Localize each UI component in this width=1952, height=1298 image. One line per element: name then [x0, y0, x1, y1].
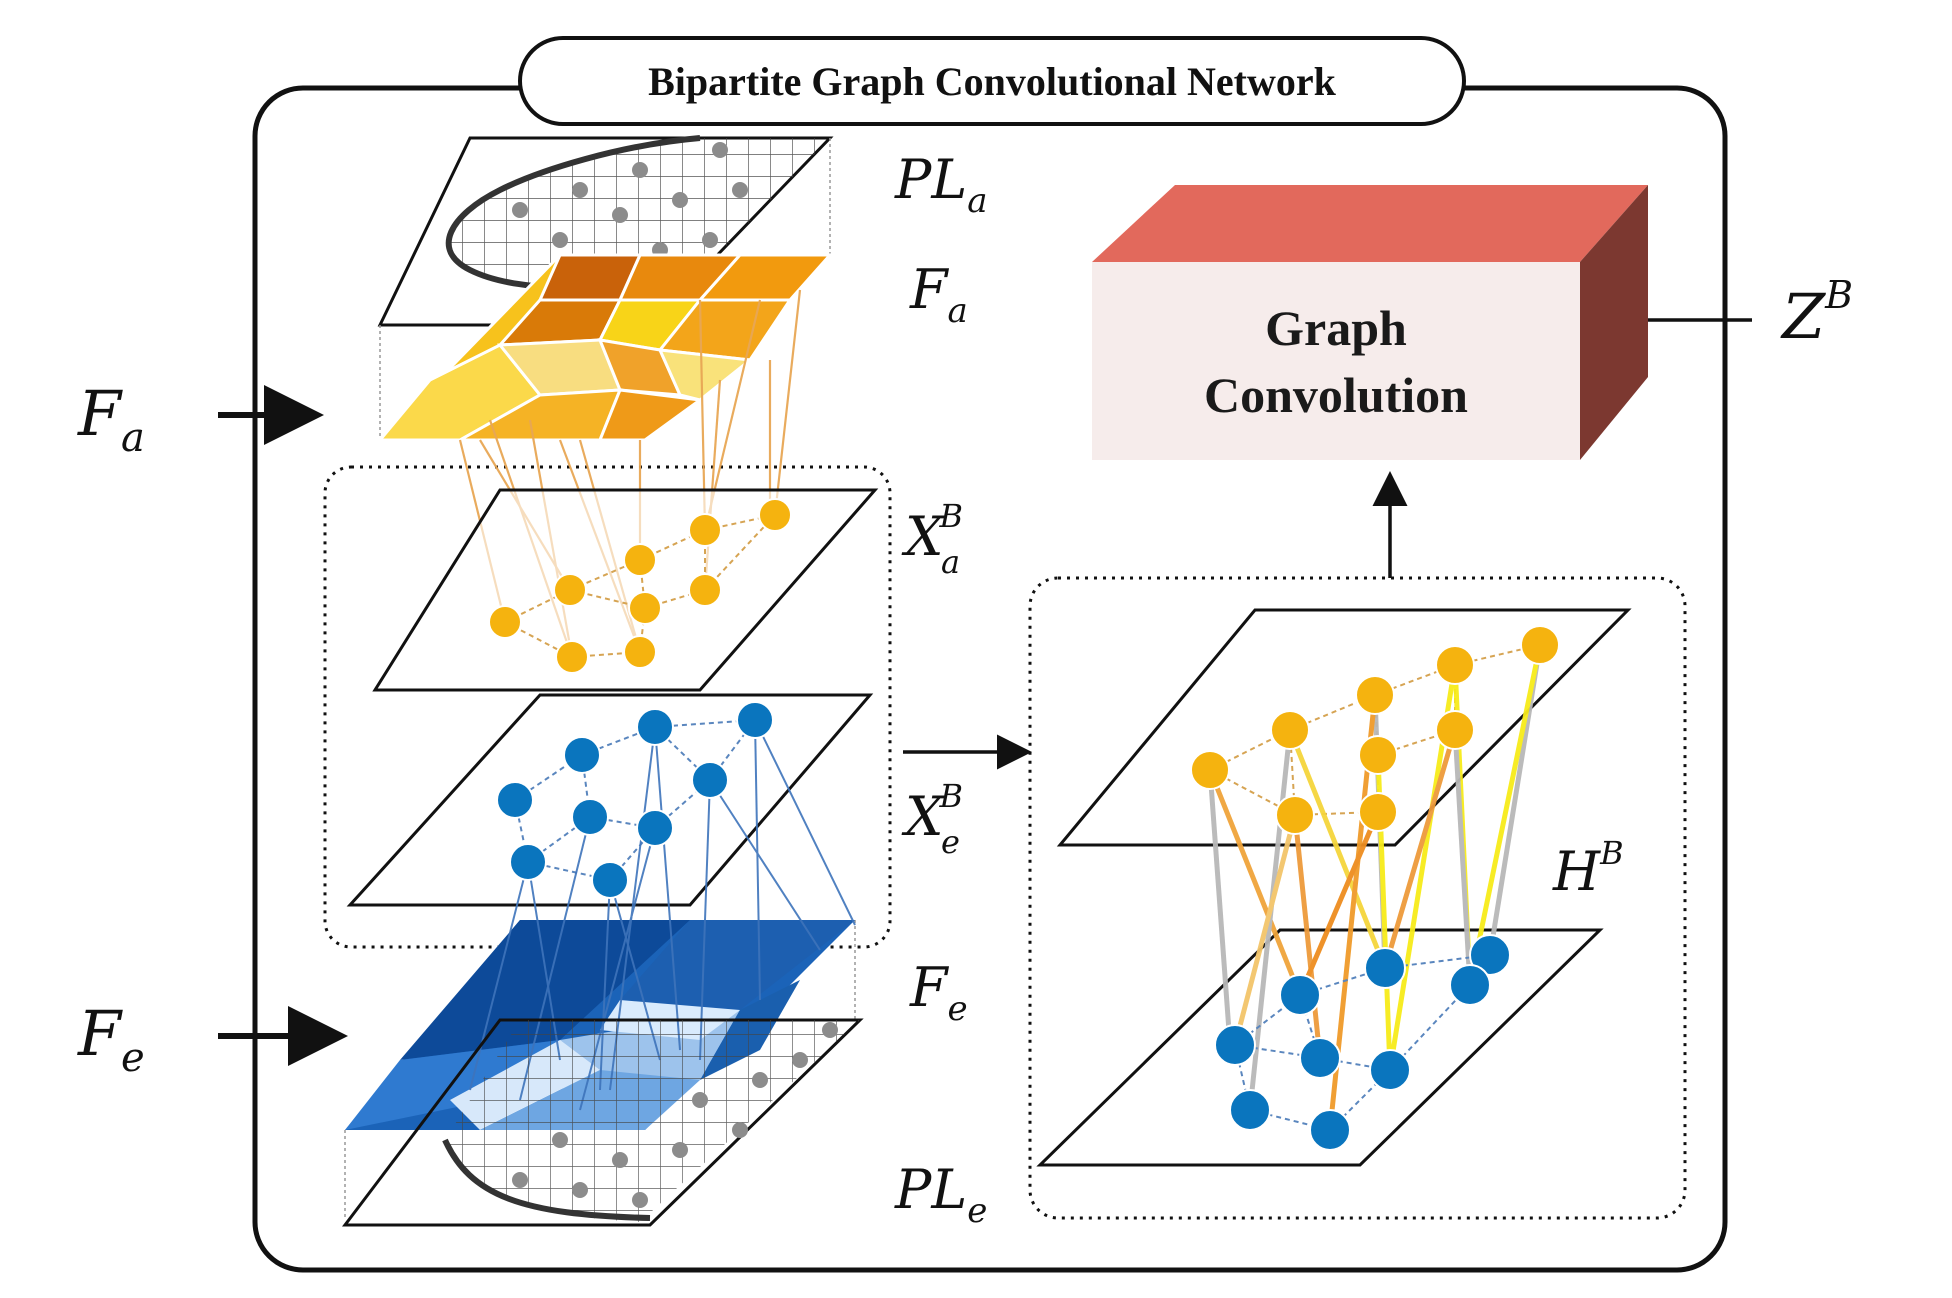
graph-conv-line1: Graph: [1265, 300, 1407, 356]
svg-text:Fa: Fa: [909, 258, 968, 331]
pl-e-plane: [341, 1018, 864, 1227]
x-a-plane: [372, 488, 879, 692]
svg-text:XBa: XB a: [901, 497, 963, 581]
svg-text:HB: HB: [1552, 834, 1624, 903]
graph-conv-line2: Convolution: [1204, 367, 1468, 423]
label-x-a: XB a: [901, 497, 963, 581]
svg-text:XBe: XB e: [901, 777, 963, 861]
label-f-a: Fa: [909, 258, 968, 331]
label-input-f-a: Fa: [77, 377, 145, 461]
label-x-e: XB e: [901, 777, 963, 861]
svg-text:PLa: PLa: [894, 148, 987, 221]
svg-text:ZB: ZB: [1780, 273, 1853, 353]
label-pl-e: PLe: [894, 1158, 987, 1231]
svg-text:Fe: Fe: [77, 997, 145, 1081]
svg-text:Fe: Fe: [909, 956, 968, 1029]
svg-text:PLe: PLe: [894, 1158, 987, 1231]
hb-graph: [1036, 608, 1632, 1167]
title-text: Bipartite Graph Convolutional Network: [648, 59, 1337, 104]
label-input-f-e: Fe: [77, 997, 145, 1081]
title-pill: Bipartite Graph Convolutional Network: [518, 36, 1466, 126]
svg-text:Fa: Fa: [77, 377, 145, 461]
label-z-b: ZB: [1780, 273, 1853, 353]
label-f-e: Fe: [909, 956, 968, 1029]
label-h-b: HB: [1552, 834, 1624, 903]
label-pl-a: PLa: [894, 148, 987, 221]
graph-conv-block: Graph Convolution: [1092, 185, 1648, 460]
hb-box: [1028, 576, 1687, 1220]
f-a-layer: [376, 138, 834, 442]
